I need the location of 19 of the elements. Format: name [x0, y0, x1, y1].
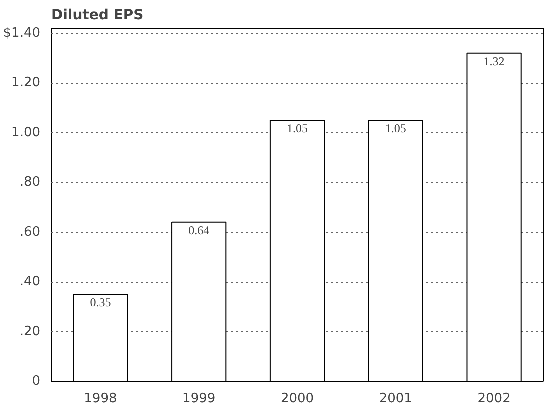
y-tick-label: $1.40	[3, 26, 40, 41]
y-tick-label: .40	[20, 274, 41, 290]
data-label: 0.64	[188, 223, 210, 238]
y-tick-label: .60	[20, 224, 41, 240]
y-tick-label: 0	[32, 374, 41, 389]
chart-title: Diluted EPS	[52, 8, 144, 24]
y-tick-label: 1.20	[12, 76, 41, 91]
data-label: 1.05	[385, 121, 406, 136]
x-tick-label: 2002	[478, 392, 511, 405]
y-tick-label: .20	[20, 324, 41, 340]
y-tick-label: .80	[20, 175, 41, 190]
x-tick-label: 2000	[280, 392, 314, 405]
x-tick-label: 1999	[182, 392, 216, 405]
data-label: 1.05	[287, 121, 308, 136]
x-tick-label: 2001	[379, 392, 412, 405]
y-tick-label: 1.00	[12, 125, 41, 140]
x-tick-label: 1998	[84, 392, 118, 405]
data-label: 1.32	[484, 54, 505, 68]
data-label: 0.35	[90, 295, 112, 310]
